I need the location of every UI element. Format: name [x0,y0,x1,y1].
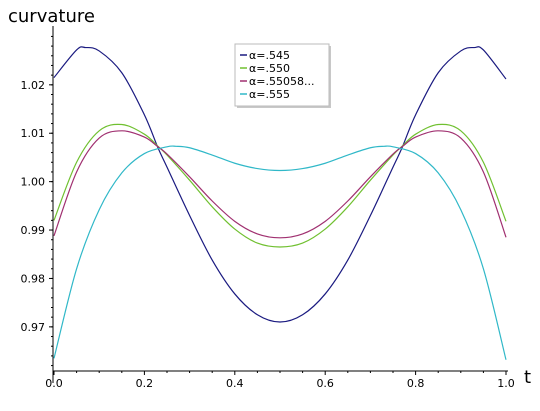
series-line-3 [53,130,507,239]
x-tick-label: 0.4 [226,377,244,390]
y-tick-label: 0.99 [21,224,46,237]
legend-label: α=.555 [249,88,290,101]
y-tick-label: 0.98 [21,272,46,285]
x-tick-label: 0.0 [45,377,63,390]
legend-label: α=.550 [249,62,290,75]
legend-label: α=.55058... [249,75,314,88]
legend-box [234,43,330,107]
legend-label: α=.545 [249,49,290,62]
y-tick-label: 1.02 [21,79,46,92]
y-tick-label: 0.97 [21,321,46,334]
x-axis-title: t [524,367,531,388]
y-tick-label: 1.01 [21,127,46,140]
series-line-4 [53,145,507,360]
ticks: 0.0 0.2 0.4 0.6 0.8 1.0 0.97 0.98 0.99 1.00 1.01 1.… [21,35,515,390]
x-tick-label: 1.0 [497,377,515,390]
y-axis-title: curvature [8,6,95,27]
y-tick-label: 1.00 [21,176,46,189]
series-line-1 [53,46,507,323]
x-tick-label: 0.2 [136,377,154,390]
x-tick-label: 0.8 [407,377,425,390]
series-line-2 [53,123,507,248]
series-layer [53,46,507,360]
x-tick-label: 0.6 [316,377,334,390]
